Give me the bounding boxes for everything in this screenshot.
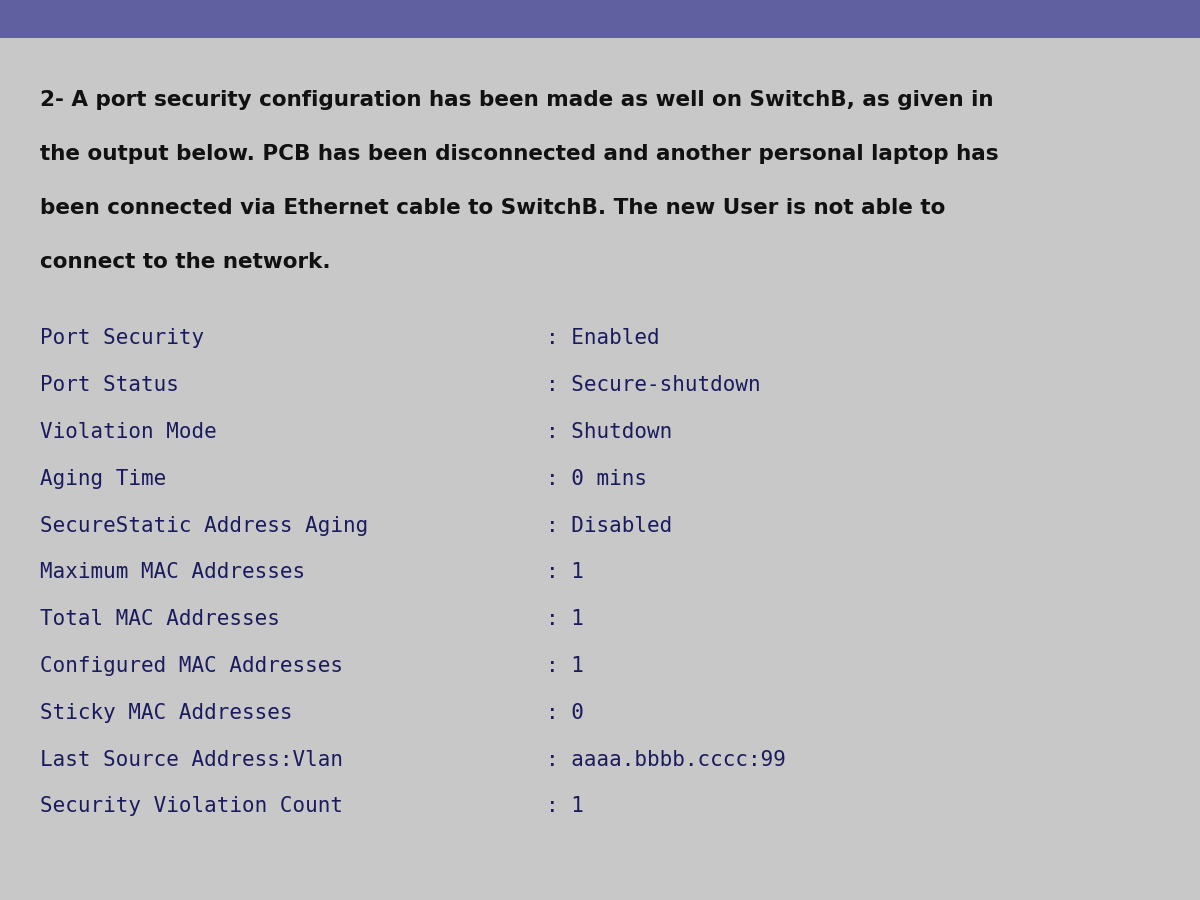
Text: : aaaa.bbbb.cccc:99: : aaaa.bbbb.cccc:99 bbox=[546, 750, 786, 770]
Text: : 1: : 1 bbox=[546, 656, 584, 676]
Text: : 0 mins: : 0 mins bbox=[546, 469, 647, 489]
Text: 2- A port security configuration has been made as well on SwitchB, as given in: 2- A port security configuration has bee… bbox=[40, 90, 994, 110]
Text: : Disabled: : Disabled bbox=[546, 516, 672, 536]
FancyBboxPatch shape bbox=[0, 0, 1200, 38]
Text: Total MAC Addresses: Total MAC Addresses bbox=[40, 609, 280, 629]
Text: : Shutdown: : Shutdown bbox=[546, 422, 672, 442]
Text: Aging Time: Aging Time bbox=[40, 469, 166, 489]
Text: Last Source Address:Vlan: Last Source Address:Vlan bbox=[40, 750, 343, 770]
Text: the output below. PCB has been disconnected and another personal laptop has: the output below. PCB has been disconnec… bbox=[40, 144, 998, 164]
Text: : 1: : 1 bbox=[546, 609, 584, 629]
Text: : 0: : 0 bbox=[546, 703, 584, 723]
Text: Port Status: Port Status bbox=[40, 375, 179, 395]
Text: Maximum MAC Addresses: Maximum MAC Addresses bbox=[40, 562, 305, 582]
Text: connect to the network.: connect to the network. bbox=[40, 252, 330, 272]
Text: Port Security: Port Security bbox=[40, 328, 204, 348]
Text: Security Violation Count: Security Violation Count bbox=[40, 796, 343, 816]
Text: SecureStatic Address Aging: SecureStatic Address Aging bbox=[40, 516, 368, 536]
Text: : 1: : 1 bbox=[546, 796, 584, 816]
Text: been connected via Ethernet cable to SwitchB. The new User is not able to: been connected via Ethernet cable to Swi… bbox=[40, 198, 944, 218]
Text: : 1: : 1 bbox=[546, 562, 584, 582]
Text: Sticky MAC Addresses: Sticky MAC Addresses bbox=[40, 703, 292, 723]
Text: Violation Mode: Violation Mode bbox=[40, 422, 216, 442]
Text: Configured MAC Addresses: Configured MAC Addresses bbox=[40, 656, 343, 676]
Text: : Enabled: : Enabled bbox=[546, 328, 660, 348]
Text: : Secure-shutdown: : Secure-shutdown bbox=[546, 375, 761, 395]
